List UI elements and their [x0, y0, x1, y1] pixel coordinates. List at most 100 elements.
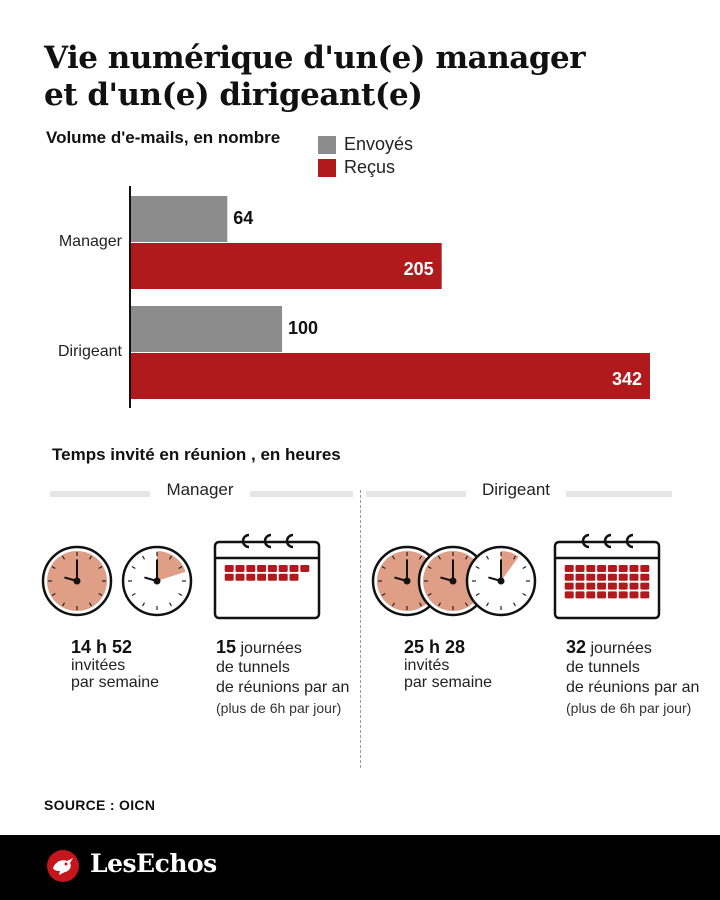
calendar-day	[564, 565, 574, 572]
calendar-day	[640, 565, 650, 572]
calendar-day	[618, 582, 628, 590]
director-days-line2: de tunnels	[566, 659, 640, 676]
les-echos-logo-icon	[47, 850, 79, 882]
calendar-day	[564, 591, 574, 599]
calendar-day	[235, 565, 245, 572]
calendar-ring	[603, 533, 612, 549]
calendar-day	[267, 565, 277, 572]
manager-section-title: Manager	[150, 480, 250, 500]
calendar-day	[586, 582, 596, 590]
calendar-day	[618, 573, 628, 581]
bar-sent-0	[130, 196, 228, 242]
calendar-ring	[625, 533, 634, 549]
chart-legend: Envoyés Reçus	[318, 133, 413, 179]
clock-icon	[417, 545, 489, 617]
bar-received-0	[130, 243, 442, 289]
clock-icon	[121, 545, 193, 617]
calendar-day	[597, 591, 607, 599]
calendar-day	[267, 573, 277, 581]
director-days-line1: journées	[590, 640, 652, 657]
calendar-day	[278, 565, 288, 572]
calendar-day	[640, 582, 650, 590]
calendar-day	[235, 573, 245, 581]
manager-hours-line2: invitées	[71, 657, 126, 674]
calendar-day	[586, 565, 596, 572]
calendar-day	[224, 565, 234, 572]
manager-hours-value: 14 h 52	[71, 637, 133, 657]
calendar-day	[597, 565, 607, 572]
category-label-1: Dirigeant	[58, 343, 123, 360]
title-line-2: et d'un(e) dirigeant(e)	[44, 77, 423, 113]
calendar-day	[575, 582, 585, 590]
email-bar-chart: Manager 64 205 Dirigeant 100 342	[58, 186, 650, 408]
manager-days-value: 15	[216, 637, 237, 657]
director-hours-line3: par semaine	[404, 674, 493, 691]
calendar-day	[607, 591, 617, 599]
manager-hours-stat: 14 h 52 invitées par semaine	[71, 637, 159, 691]
calendar-day	[564, 582, 574, 590]
director-section-title: Dirigeant	[466, 480, 566, 500]
footer-bar: LesEchos	[0, 835, 720, 900]
director-clocks-icon	[371, 545, 537, 617]
manager-hours-line3: par semaine	[71, 674, 160, 691]
director-calendar-icon	[553, 533, 661, 620]
data-label-received-0: 205	[404, 259, 434, 279]
page-title: Vie numérique d'un(e) manager et d'un(e)…	[44, 40, 684, 114]
calendar-day	[246, 573, 256, 581]
bar-sent-1	[130, 306, 283, 352]
meetings-subtitle: Temps invité en réunion , en heures	[52, 445, 341, 464]
director-hours-line2: invités	[404, 657, 450, 674]
calendar-day	[575, 591, 585, 599]
legend-swatch-received	[318, 158, 336, 177]
clock-icon	[465, 545, 537, 617]
clock-icon	[41, 545, 113, 617]
manager-calendar-icon	[213, 533, 321, 620]
director-hours-stat: 25 h 28 invités par semaine	[404, 637, 492, 691]
emails-subtitle: Volume d'e-mails, en nombre	[46, 128, 281, 147]
bar-received-1	[130, 353, 650, 399]
data-label-sent-1: 100	[288, 318, 318, 338]
source-note: SOURCE : OICN	[44, 797, 156, 813]
legend-item-sent: Envoyés	[318, 133, 413, 156]
director-days-value: 32	[566, 637, 587, 657]
calendar-day	[586, 591, 596, 599]
calendar-ring	[241, 533, 250, 549]
legend-swatch-sent	[318, 135, 336, 154]
director-days-note: (plus de 6h par jour)	[566, 700, 692, 716]
calendar-ring	[581, 533, 590, 549]
calendar-day	[640, 573, 650, 581]
brand-name: LesEchos	[90, 849, 217, 878]
calendar-day	[640, 591, 650, 599]
calendar-day	[629, 573, 639, 581]
calendar-day	[575, 565, 585, 572]
calendar-day	[289, 565, 299, 572]
director-days-stat: 32 journées de tunnels de réunions par a…	[566, 637, 699, 717]
legend-item-received: Reçus	[318, 156, 413, 179]
calendar-ring	[263, 533, 272, 549]
calendar-day	[607, 573, 617, 581]
legend-label-sent: Envoyés	[344, 134, 414, 154]
manager-days-stat: 15 journées de tunnels de réunions par a…	[216, 637, 349, 717]
manager-days-line2: de tunnels	[216, 659, 290, 676]
calendar-day	[257, 573, 267, 581]
calendar-day	[607, 565, 617, 572]
calendar-day	[607, 582, 617, 590]
manager-days-line3: de réunions par an	[216, 679, 350, 696]
calendar-day	[246, 565, 256, 572]
calendar-day	[597, 582, 607, 590]
director-days-line3: de réunions par an	[566, 679, 700, 696]
title-line-1: Vie numérique d'un(e) manager	[44, 40, 586, 76]
calendar-day	[278, 573, 288, 581]
legend-label-received: Reçus	[344, 157, 396, 177]
manager-days-note: (plus de 6h par jour)	[216, 700, 342, 716]
section-divider	[360, 490, 361, 768]
calendar-day	[597, 573, 607, 581]
calendar-ring	[285, 533, 294, 549]
calendar-day	[300, 565, 310, 572]
calendar-day	[564, 573, 574, 581]
calendar-day	[618, 565, 628, 572]
calendar-day	[586, 573, 596, 581]
category-label-0: Manager	[59, 233, 123, 250]
calendar-day	[629, 565, 639, 572]
calendar-day	[618, 591, 628, 599]
